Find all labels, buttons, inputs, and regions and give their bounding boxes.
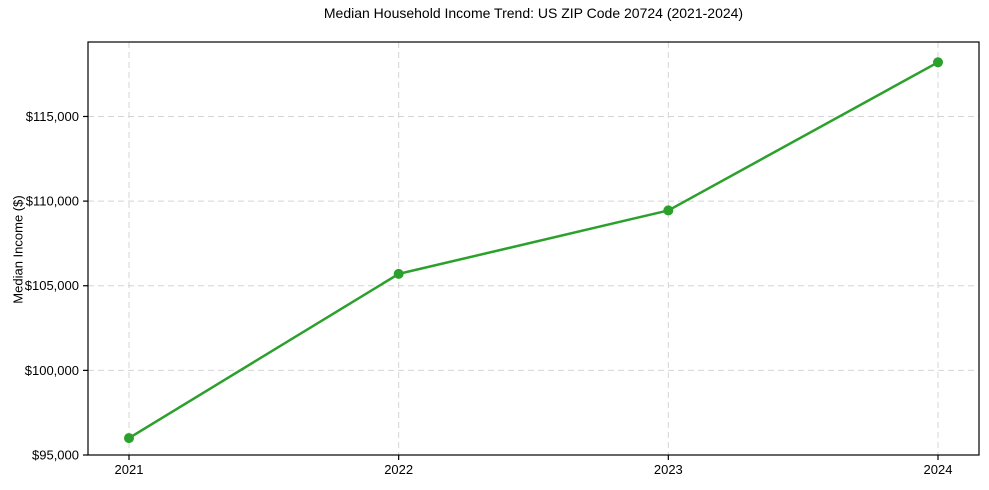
x-tick-label: 2024 — [924, 462, 953, 477]
y-tick-label: $110,000 — [26, 194, 79, 209]
y-tick-label: $115,000 — [26, 109, 79, 124]
chart-title: Median Household Income Trend: US ZIP Co… — [323, 5, 744, 21]
y-tick-label: $105,000 — [25, 278, 79, 293]
plot-border — [87, 41, 980, 456]
x-tick-label: 2023 — [654, 462, 683, 477]
x-tick-label: 2021 — [115, 462, 144, 477]
income-trend-line — [127, 61, 940, 440]
y-tick-label: $100,000 — [25, 363, 79, 378]
data-point-marker — [393, 268, 404, 279]
data-point-marker — [663, 205, 674, 216]
y-tick-label: $95,000 — [32, 448, 79, 463]
data-point-marker — [124, 433, 134, 444]
data-point-marker — [933, 57, 943, 68]
x-tick-label: 2022 — [384, 462, 413, 477]
